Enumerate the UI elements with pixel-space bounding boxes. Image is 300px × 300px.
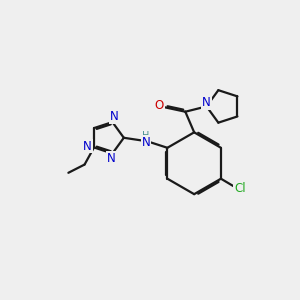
- Text: N: N: [142, 136, 150, 149]
- Text: H: H: [142, 131, 150, 141]
- Text: O: O: [155, 99, 164, 112]
- Text: N: N: [106, 152, 115, 165]
- Text: Cl: Cl: [234, 182, 246, 195]
- Text: N: N: [110, 110, 118, 123]
- Text: N: N: [202, 96, 211, 110]
- Text: N: N: [83, 140, 92, 152]
